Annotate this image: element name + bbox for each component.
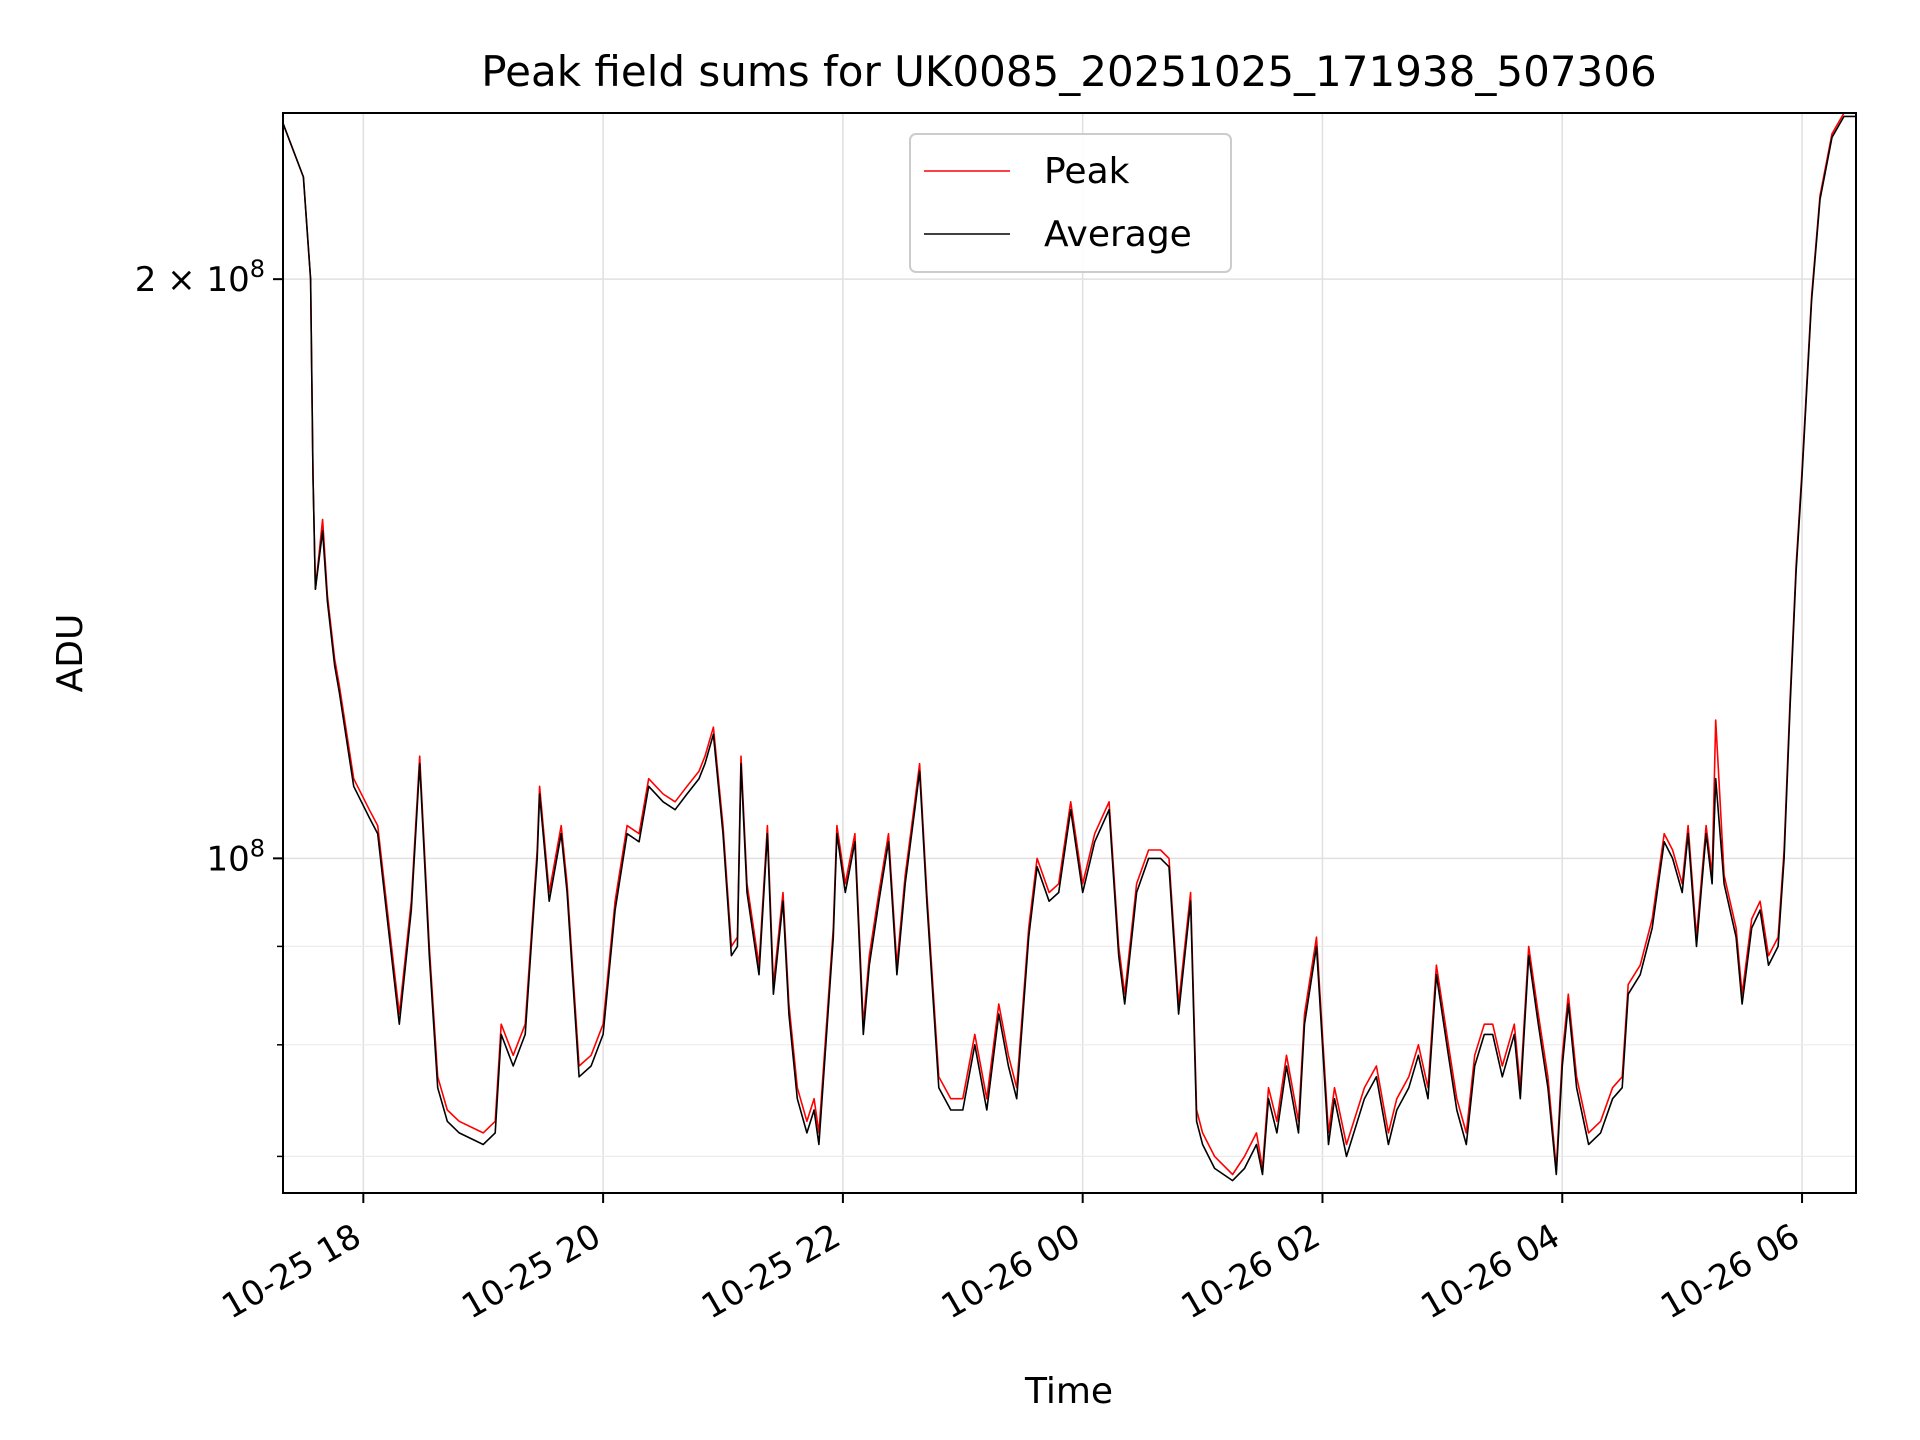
y-tick-mantissa: 2 × bbox=[135, 260, 207, 300]
legend-label-peak: Peak bbox=[1044, 151, 1130, 192]
y-tick-exponent: 8 bbox=[250, 834, 265, 862]
y-tick-base: 10 bbox=[206, 260, 249, 300]
legend: Peak Average bbox=[909, 133, 1232, 273]
plot-area-frame bbox=[282, 112, 1857, 1194]
legend-box bbox=[909, 133, 1232, 273]
y-tick-label: 108 bbox=[206, 834, 265, 879]
x-axis-label: Time bbox=[1024, 1371, 1113, 1412]
chart-title: Peak field sums for UK0085_20251025_1719… bbox=[481, 47, 1656, 96]
legend-label-average: Average bbox=[1044, 214, 1192, 255]
series-line-average bbox=[283, 115, 1856, 1182]
y-tick-base: 10 bbox=[206, 839, 249, 879]
y-tick-label: 2 × 108 bbox=[135, 255, 265, 300]
series-line-peak bbox=[283, 113, 1856, 1176]
series-lines bbox=[283, 113, 1856, 1182]
y-axis-label: ADU bbox=[50, 614, 91, 693]
y-tick-exponent: 8 bbox=[250, 255, 265, 283]
